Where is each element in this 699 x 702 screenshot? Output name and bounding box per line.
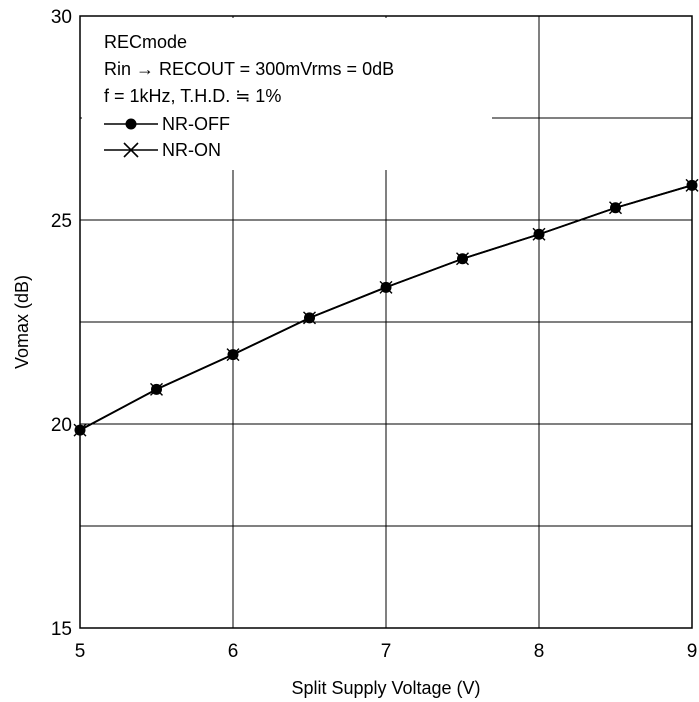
x-tick-label: 6 xyxy=(228,641,239,662)
y-axis-title: Vomax (dB) xyxy=(12,275,32,369)
legend-marker-nr-off xyxy=(125,118,137,130)
x-tick-label: 7 xyxy=(381,641,392,662)
y-tick-label: 25 xyxy=(51,211,72,232)
y-tick-label: 15 xyxy=(51,619,72,640)
plot-frame xyxy=(79,15,693,629)
annotation-conditions: f = 1kHz, T.H.D. ≒ 1% xyxy=(104,86,281,106)
annotation-mode: RECmode xyxy=(104,32,187,52)
x-tick-label: 9 xyxy=(687,641,698,662)
legend-marker-nr-on xyxy=(123,142,139,158)
annotation-reference-level: Rin → RECOUT = 300mVrms = 0dB xyxy=(104,59,394,79)
data-point-nr-on xyxy=(226,348,240,362)
data-point-nr-on xyxy=(150,382,163,396)
annotation-background xyxy=(82,18,492,170)
y-tick-label: 30 xyxy=(51,7,72,28)
data-point-nr-on xyxy=(303,311,316,325)
x-axis-title: Split Supply Voltage (V) xyxy=(291,678,480,698)
data-point-nr-on xyxy=(609,201,622,215)
legend-label-nr-off: NR-OFF xyxy=(162,114,230,134)
data-point-nr-on xyxy=(532,227,546,241)
series-layer xyxy=(73,178,699,437)
x-tick-label: 5 xyxy=(75,641,86,662)
tick-labels: 5 6 7 8 9 15 20 25 30 xyxy=(51,7,697,662)
data-point-nr-on xyxy=(456,252,469,266)
data-point-nr-on xyxy=(379,280,393,294)
legend: NR-OFF NR-ON xyxy=(104,114,230,160)
x-tick-label: 8 xyxy=(534,641,545,662)
legend-label-nr-on: NR-ON xyxy=(162,140,221,160)
y-tick-label: 20 xyxy=(51,415,72,436)
